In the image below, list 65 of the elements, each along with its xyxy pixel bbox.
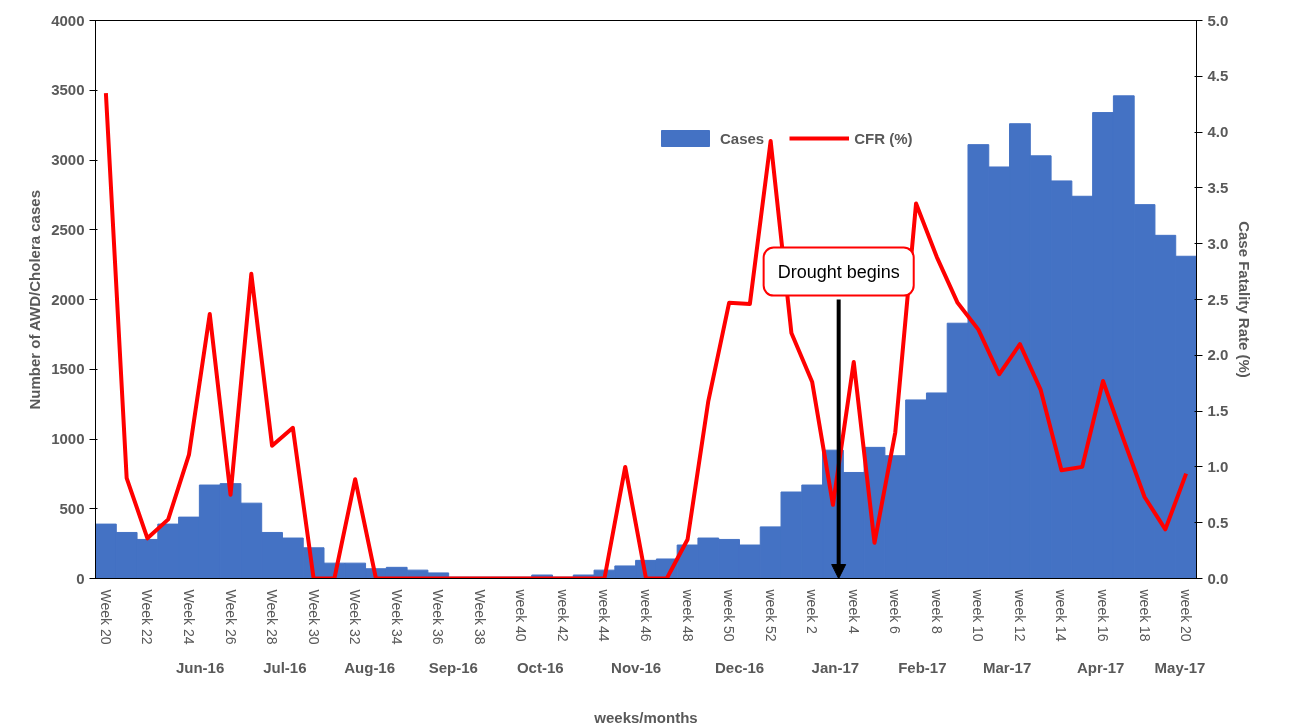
y-tick-label: 2500 (51, 220, 85, 238)
x-tick-label: Week 32 (347, 589, 364, 645)
x-tick-label: week 14 (1053, 588, 1070, 642)
x-tick-label: week 20 (1178, 588, 1195, 642)
y2-tick-label: 4.5 (1207, 67, 1229, 85)
text: Dec-16 (714, 658, 765, 676)
text: Jun-16 (175, 658, 225, 676)
x-tick-label: week 50 (721, 588, 738, 642)
x-tick-label: week 48 (679, 588, 696, 642)
x-tick-label: Week 24 (180, 589, 197, 645)
y2-tick-label: 4.0 (1207, 123, 1229, 141)
x-tick-label: week 44 (596, 588, 613, 642)
y-tick-label: 1000 (51, 430, 85, 447)
x-tick-label: Week 38 (471, 589, 488, 645)
y-axis-title: Number of AWD/Cholera cases (26, 190, 44, 410)
x-tick-label: week 52 (762, 588, 779, 642)
x-tick-label: Week 36 (430, 589, 447, 645)
y2-tick-label: 1.0 (1207, 457, 1229, 475)
x-tick-label: Week 30 (305, 589, 322, 645)
x-tick-label: week 16 (1095, 588, 1112, 642)
y2-tick-label: 3.5 (1207, 178, 1229, 196)
y-tick-label: 3000 (51, 151, 85, 168)
text: May-17 (1154, 658, 1206, 676)
y2-axis-title: Case Fatality Rate (%) (1236, 221, 1254, 378)
x-tick-label: Week 20 (97, 589, 114, 645)
x-tick-label: week 10 (970, 588, 987, 642)
text: Mar-17 (982, 658, 1032, 676)
text: Oct-16 (516, 658, 564, 676)
y2-tick-label: 3.0 (1207, 234, 1229, 252)
x-tick-label: week 40 (513, 588, 530, 642)
y2-tick-label: 0.0 (1207, 569, 1229, 587)
y-tick-label: 1500 (51, 360, 85, 378)
y-tick-label: 0 (76, 569, 85, 587)
text: Jul-16 (263, 658, 307, 676)
text: Jan-17 (811, 658, 860, 676)
x-tick-label: Week 22 (139, 589, 156, 645)
x-tick-label: week 6 (887, 588, 904, 635)
annotation: Drought begins (777, 261, 900, 282)
y2-tick-label: 2.5 (1207, 290, 1229, 308)
text: Apr-17 (1076, 658, 1125, 676)
x-tick-label: week 8 (928, 588, 945, 635)
legend-label: Cases (720, 129, 765, 147)
x-tick-label: week 4 (845, 588, 862, 635)
y2-tick-label: 0.5 (1207, 513, 1229, 531)
x-tick-label: week 18 (1136, 588, 1153, 642)
x-tick-label: Week 26 (222, 589, 239, 645)
legend-label: CFR (%) (854, 129, 913, 147)
y-tick-label: 2000 (51, 290, 85, 308)
x-tick-label: Week 34 (388, 589, 405, 645)
y2-tick-label: 2.0 (1207, 346, 1229, 364)
y-tick-label: 3500 (51, 81, 85, 99)
text: Feb-17 (898, 658, 947, 676)
text: Nov-16 (611, 658, 662, 676)
text: Sep-16 (428, 658, 478, 676)
text: Aug-16 (344, 658, 396, 676)
x-tick-label: week 46 (638, 588, 654, 642)
x-axis-title: weeks/months (593, 708, 698, 726)
y2-tick-label: 1.5 (1207, 402, 1229, 420)
y2-tick-label: 5.0 (1207, 11, 1229, 29)
x-tick-label: week 42 (554, 588, 571, 642)
y-tick-label: 500 (59, 499, 85, 517)
x-tick-label: week 2 (804, 588, 821, 635)
x-tick-label: Week 28 (264, 589, 281, 645)
x-tick-label: week 12 (1011, 588, 1028, 642)
y-tick-label: 4000 (51, 11, 85, 29)
